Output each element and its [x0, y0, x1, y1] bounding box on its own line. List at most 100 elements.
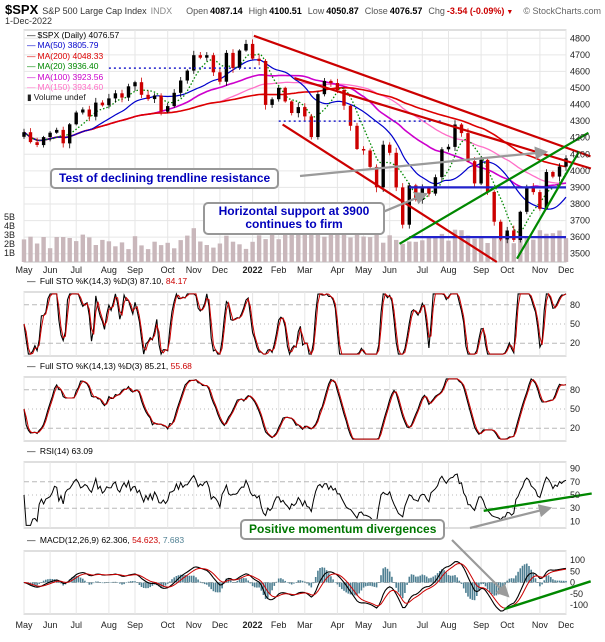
svg-text:Dec: Dec [212, 620, 229, 630]
svg-text:Jun: Jun [43, 265, 58, 275]
sto-fast-d-value: 84.17 [165, 276, 188, 286]
svg-text:Sep: Sep [127, 620, 143, 630]
low-value: 4050.87 [326, 6, 359, 16]
ma50-value: 3805.79 [67, 40, 99, 51]
copyright: © StockCharts.com [523, 6, 601, 16]
svg-text:Aug: Aug [440, 620, 456, 630]
legend-row-ma200: — MA(200) 4048.33 [27, 51, 119, 61]
sto-fast-legend: — Full STO %K(14,3) %D(3) 87.10, 84.17 [27, 276, 187, 286]
svg-text:Jul: Jul [417, 265, 429, 275]
svg-text:4000: 4000 [570, 166, 590, 176]
svg-text:3500: 3500 [570, 249, 590, 259]
svg-text:4400: 4400 [570, 100, 590, 110]
rsi-label: RSI(14) [39, 446, 70, 456]
macd-value: 62.306, [101, 535, 130, 545]
svg-text:4600: 4600 [570, 66, 590, 76]
change-value: -3.54 (-0.09%) [446, 6, 505, 16]
svg-text:80: 80 [570, 300, 580, 310]
series-label: $SPX (Daily) [37, 30, 87, 40]
svg-text:Apr: Apr [330, 620, 344, 630]
open-label: Open [186, 6, 209, 16]
svg-text:Jul: Jul [417, 620, 429, 630]
ma200-value: 4048.33 [72, 50, 104, 61]
svg-text:Jul: Jul [70, 620, 82, 630]
svg-text:Aug: Aug [101, 620, 117, 630]
svg-text:50: 50 [570, 319, 580, 329]
svg-text:100: 100 [570, 555, 585, 565]
annotation-momentum-divergences: Positive momentum divergences [240, 519, 446, 540]
svg-text:3800: 3800 [570, 199, 590, 209]
close-label: Close [364, 6, 388, 16]
ma50-swatch: — [27, 40, 36, 51]
change-label: Chg [428, 6, 445, 16]
chart-date: 1-Dec-2022 [5, 16, 53, 26]
svg-text:Oct: Oct [161, 620, 176, 630]
svg-text:1B: 1B [4, 248, 15, 258]
rsi-value: 63.09 [71, 446, 93, 456]
svg-text:Jul: Jul [70, 265, 82, 275]
series-value: 4076.57 [88, 30, 120, 40]
svg-text:Jun: Jun [382, 620, 397, 630]
svg-text:20: 20 [570, 423, 580, 433]
svg-text:Mar: Mar [297, 265, 313, 275]
svg-text:Aug: Aug [101, 265, 117, 275]
svg-text:Dec: Dec [558, 265, 575, 275]
legend-row-ma50: — MA(50) 3805.79 [27, 40, 119, 50]
volume-label: Volume [33, 92, 63, 103]
macd-legend: — MACD(12,26,9) 62.306, 54.623, 7.683 [27, 535, 184, 545]
svg-text:3900: 3900 [570, 182, 590, 192]
chart-header: $SPX S&P 500 Large Cap Index INDX Open 4… [5, 2, 601, 17]
ma50-label: MA(50) [37, 40, 66, 51]
svg-text:Feb: Feb [271, 265, 287, 275]
svg-text:Dec: Dec [558, 620, 575, 630]
macd-label: MACD(12,26,9) [39, 535, 99, 545]
legend-row-volume: ▮ Volume undef [27, 92, 119, 102]
ma150-label: MA(150) [37, 82, 71, 93]
svg-text:50: 50 [570, 566, 580, 576]
svg-text:50: 50 [570, 490, 580, 500]
svg-text:Feb: Feb [271, 620, 287, 630]
svg-text:Apr: Apr [330, 265, 344, 275]
svg-text:Sep: Sep [473, 620, 489, 630]
ma150-swatch: — [27, 82, 36, 93]
sto-fast-swatch: — [27, 276, 36, 286]
svg-text:May: May [15, 265, 33, 275]
macd-signal-value: 54.623, [132, 535, 161, 545]
svg-text:-100: -100 [570, 600, 588, 610]
svg-text:90: 90 [570, 464, 580, 474]
svg-text:0: 0 [570, 578, 575, 588]
svg-text:May: May [355, 265, 373, 275]
macd-swatch: — [27, 535, 36, 545]
ohlc-quote: Open 4087.14 High 4100.51 Low 4050.87 Cl… [182, 6, 513, 16]
change-down-icon: ▼ [506, 9, 514, 16]
svg-text:Dec: Dec [212, 265, 229, 275]
svg-text:70: 70 [570, 477, 580, 487]
svg-text:80: 80 [570, 385, 580, 395]
svg-text:20: 20 [570, 338, 580, 348]
annotation-support-line2: continues to firm [245, 217, 343, 232]
exchange-label: INDX [150, 6, 173, 16]
macd-hist-value: 7.683 [162, 535, 185, 545]
legend-row-spx: — $SPX (Daily) 4076.57 [27, 30, 119, 40]
svg-text:Jun: Jun [382, 265, 397, 275]
svg-text:50: 50 [570, 404, 580, 414]
svg-text:4500: 4500 [570, 83, 590, 93]
ma20-label: MA(20) [37, 61, 66, 72]
svg-text:Mar: Mar [297, 620, 313, 630]
legend-row-ma150: — MA(150) 3934.60 [27, 82, 119, 92]
svg-text:Nov: Nov [532, 620, 549, 630]
annotation-support-line1: Horizontal support at 3900 [218, 204, 370, 218]
svg-text:-50: -50 [570, 589, 583, 599]
svg-text:4B: 4B [4, 221, 15, 231]
low-label: Low [307, 6, 325, 16]
svg-text:May: May [15, 620, 33, 630]
sto-slow-label: Full STO %K(14,13) %D(3) [39, 361, 143, 371]
svg-text:Oct: Oct [161, 265, 176, 275]
ma20-value: 3936.40 [67, 61, 99, 72]
symbol-ticker: $SPX [5, 2, 39, 17]
svg-text:4700: 4700 [570, 50, 590, 60]
svg-text:Sep: Sep [473, 265, 489, 275]
ma100-value: 3923.56 [72, 71, 104, 82]
